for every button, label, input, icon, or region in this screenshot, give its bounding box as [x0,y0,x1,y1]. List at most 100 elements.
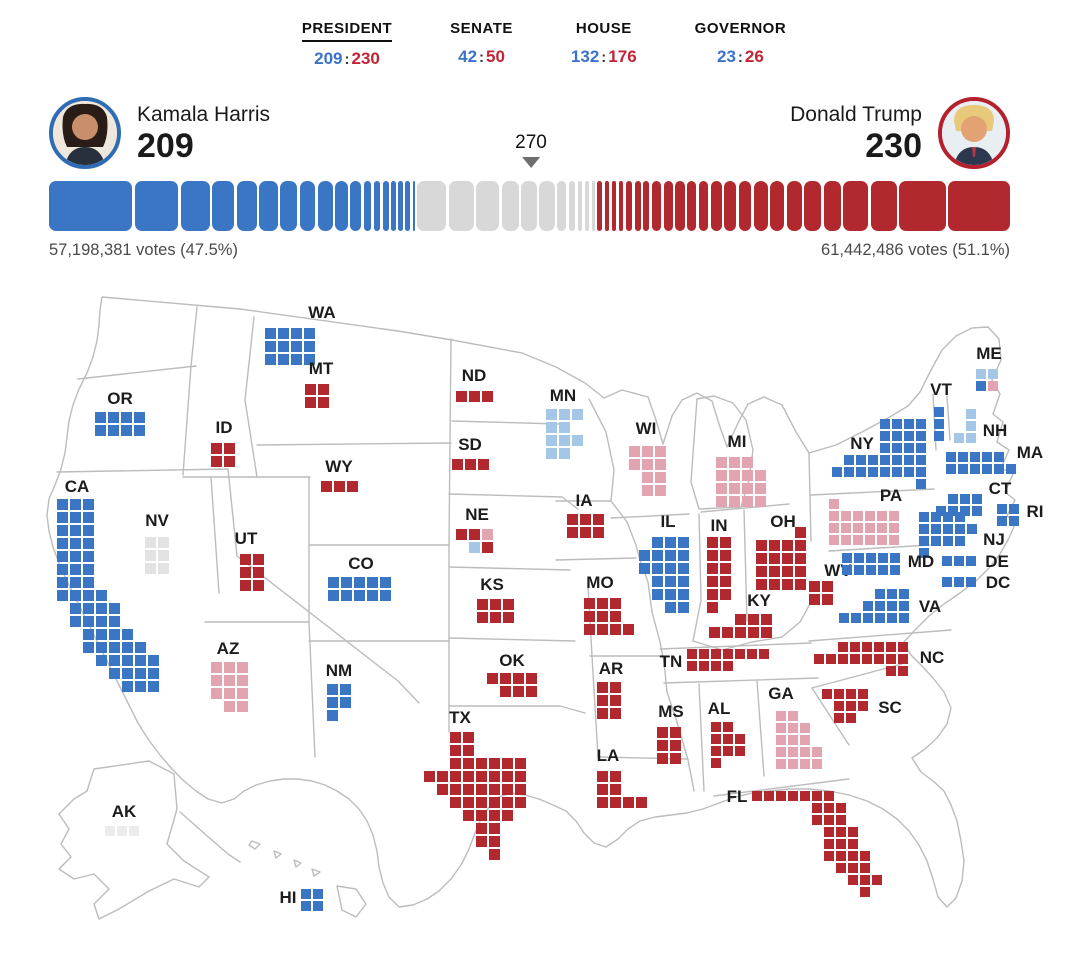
ev-square-NV[interactable] [145,537,156,548]
ev-square-OH[interactable] [795,579,806,590]
ev-square-FL[interactable] [824,851,834,861]
ev-square-MA[interactable] [958,464,968,474]
ev-square-DC[interactable] [966,577,976,587]
ev-square-WA[interactable] [304,328,315,339]
bar-segment[interactable] [317,181,333,231]
ev-square-IL[interactable] [639,550,650,561]
ev-square-HI[interactable] [313,901,323,911]
ev-square-SC[interactable] [858,701,868,711]
ev-square-MT[interactable] [305,397,316,408]
ev-square-LA[interactable] [597,797,608,808]
ev-square-NJ[interactable] [955,536,965,546]
ev-square-NY[interactable] [916,431,926,441]
ev-square-OR[interactable] [108,412,119,423]
ev-square-TX[interactable] [489,849,500,860]
ev-square-NC[interactable] [898,642,908,652]
ev-square-CA[interactable] [148,668,159,679]
ev-square-TX[interactable] [424,771,435,782]
ev-square-ME[interactable] [976,381,986,391]
ev-square-FL[interactable] [848,827,858,837]
ev-square-DC[interactable] [942,577,952,587]
ev-square-CA[interactable] [109,629,120,640]
ev-square-CA[interactable] [148,681,159,692]
ev-square-WA[interactable] [265,341,276,352]
ev-square-FL[interactable] [836,815,846,825]
ev-square-WY[interactable] [321,481,332,492]
bar-segment[interactable] [643,181,650,231]
ev-square-VT[interactable] [934,407,944,417]
bar-segment[interactable] [557,181,567,231]
ev-square-DE[interactable] [942,556,952,566]
ev-square-CA[interactable] [57,538,68,549]
ev-square-IL[interactable] [678,563,689,574]
ev-square-NY[interactable] [916,443,926,453]
ev-square-GA[interactable] [788,723,798,733]
ev-square-NY[interactable] [892,455,902,465]
ev-square-MD[interactable] [866,553,876,563]
ev-square-NY[interactable] [832,467,842,477]
ev-square-CA[interactable] [83,564,94,575]
ev-square-TX[interactable] [450,758,461,769]
ev-square-FL[interactable] [860,887,870,897]
ev-square-IL[interactable] [665,563,676,574]
ev-square-NH[interactable] [966,433,976,443]
ev-square-PA[interactable] [829,535,839,545]
ev-square-WI[interactable] [642,446,653,457]
ev-square-ND[interactable] [482,391,493,402]
ev-square-IN[interactable] [720,589,731,600]
ev-square-MN[interactable] [559,422,570,433]
ev-square-IL[interactable] [665,537,676,548]
ev-square-TX[interactable] [463,745,474,756]
ev-square-FL[interactable] [860,863,870,873]
bar-segment[interactable] [350,181,362,231]
ev-square-NE[interactable] [456,529,467,540]
ev-square-CA[interactable] [109,603,120,614]
ev-square-KY[interactable] [748,614,759,625]
ev-square-MS[interactable] [657,740,668,751]
ev-square-VA[interactable] [887,601,897,611]
ev-square-CA[interactable] [83,577,94,588]
ev-square-CA[interactable] [57,564,68,575]
ev-square-WV[interactable] [809,594,820,605]
ev-square-CA[interactable] [70,603,81,614]
ev-square-WI[interactable] [655,472,666,483]
ev-square-IN[interactable] [707,576,718,587]
ev-square-AL[interactable] [711,758,721,768]
ev-square-IN[interactable] [720,563,731,574]
ev-square-LA[interactable] [597,771,608,782]
ev-square-CA[interactable] [57,525,68,536]
bar-segment[interactable] [405,181,411,231]
ev-square-FL[interactable] [836,827,846,837]
ev-square-WI[interactable] [629,446,640,457]
ev-square-IN[interactable] [707,563,718,574]
ev-square-NJ[interactable] [943,524,953,534]
ev-square-NJ[interactable] [919,536,929,546]
ev-square-NC[interactable] [874,642,884,652]
ev-square-ME[interactable] [976,369,986,379]
ev-square-OR[interactable] [95,425,106,436]
ev-square-PA[interactable] [865,523,875,533]
tab-governor[interactable]: GOVERNOR 23:26 [695,20,787,69]
ev-square-AR[interactable] [597,682,608,693]
ev-square-TN[interactable] [747,649,757,659]
ev-square-OK[interactable] [500,673,511,684]
ev-square-AZ[interactable] [224,662,235,673]
ev-square-SD[interactable] [478,459,489,470]
ev-square-GA[interactable] [776,759,786,769]
ev-square-TX[interactable] [476,797,487,808]
ev-square-VA[interactable] [875,589,885,599]
ev-square-OK[interactable] [513,686,524,697]
bar-segment[interactable] [134,181,179,231]
ev-square-OK[interactable] [526,686,537,697]
ev-square-OR[interactable] [121,425,132,436]
bar-segment[interactable] [710,181,722,231]
ev-square-WI[interactable] [655,459,666,470]
ev-square-TX[interactable] [489,797,500,808]
bar-segment[interactable] [804,181,822,231]
ev-square-PA[interactable] [889,523,899,533]
ev-square-FL[interactable] [752,791,762,801]
ev-square-MN[interactable] [546,448,557,459]
bar-segment[interactable] [634,181,641,231]
ev-square-SD[interactable] [465,459,476,470]
ev-square-KS[interactable] [503,599,514,610]
